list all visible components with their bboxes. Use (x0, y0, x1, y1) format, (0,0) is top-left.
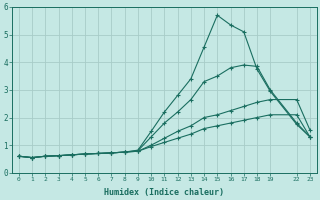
X-axis label: Humidex (Indice chaleur): Humidex (Indice chaleur) (104, 188, 224, 197)
